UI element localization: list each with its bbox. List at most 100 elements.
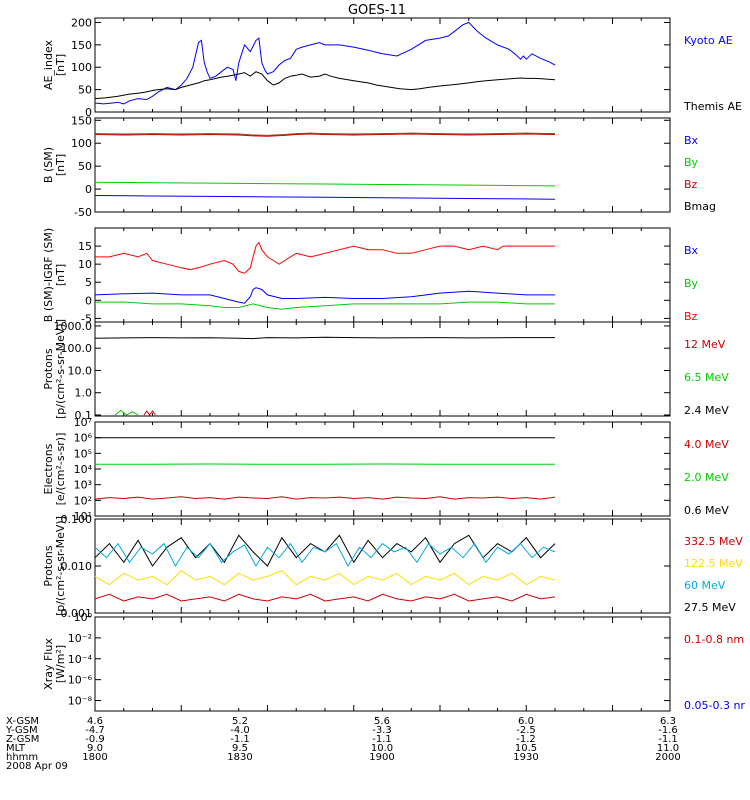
y-axis-label: [nT] bbox=[54, 264, 67, 286]
y-tick-label: 150 bbox=[71, 39, 92, 52]
orbit-value: 10.0 bbox=[371, 743, 393, 754]
legend-entry: Bx bbox=[684, 134, 699, 147]
orbit-value: 6.3 bbox=[660, 716, 676, 727]
y-tick-label: 0 bbox=[85, 294, 92, 307]
series-bx bbox=[95, 195, 556, 200]
y-axis-label: [e/(cm²-s-sr)] bbox=[54, 433, 67, 506]
y-tick-label: 200 bbox=[71, 16, 92, 29]
orbit-value: -1.1 bbox=[372, 734, 392, 745]
y-tick-label: 10⁷ bbox=[74, 416, 92, 429]
orbit-value: -2.5 bbox=[516, 725, 536, 736]
y-tick-label: 50 bbox=[78, 84, 92, 97]
orbit-row-label: MLT bbox=[6, 743, 26, 754]
y-tick-label: 10⁻⁴ bbox=[68, 653, 93, 666]
legend-entry: 0.6 MeV bbox=[684, 504, 729, 517]
orbit-value: -1.1 bbox=[230, 734, 250, 745]
orbit-table: X-GSM 4.6 5.2 5.6 6.0 6.3 Y-GSM -4.7 -4.0 -3.3 -2.… bbox=[5, 716, 681, 772]
plot-title: GOES-11 bbox=[348, 3, 406, 18]
y-tick-label: 1000.0 bbox=[54, 320, 93, 333]
legend-entry: By bbox=[684, 156, 699, 169]
orbit-value: 5.6 bbox=[374, 716, 390, 727]
y-tick-label: 150 bbox=[71, 114, 92, 127]
panel-frame bbox=[94, 616, 671, 712]
y-tick-label: 10⁻⁶ bbox=[68, 674, 93, 687]
legend-entry: 6.5 MeV bbox=[684, 371, 729, 384]
y-tick-label: 10⁴ bbox=[74, 463, 93, 476]
y-tick-label: -50 bbox=[74, 206, 92, 219]
orbit-value: 1900 bbox=[369, 752, 394, 763]
y-tick-label: 0.1 bbox=[75, 409, 93, 422]
orbit-value: 1830 bbox=[227, 752, 252, 763]
series-bz bbox=[95, 241, 555, 274]
y-tick-label: -5 bbox=[81, 312, 92, 325]
orbit-value: 5.2 bbox=[232, 716, 248, 727]
orbit-value: -4.7 bbox=[85, 725, 105, 736]
y-axis-label: [p/(cm²-s-sr-MeV)] bbox=[54, 319, 67, 419]
y-tick-label: 10⁶ bbox=[74, 432, 93, 445]
legend-entry: Themis AE bbox=[683, 100, 742, 113]
panel-3: -5 0 5 10 15 B (SM)-IGRF (SM) [nT] Bx By Bz bbox=[42, 227, 699, 325]
panel-frame bbox=[94, 321, 671, 417]
series-themis-ae bbox=[95, 71, 556, 100]
series-2-4-mev bbox=[95, 336, 555, 340]
y-tick-label: 10² bbox=[74, 494, 92, 507]
series-60-mev bbox=[95, 542, 556, 568]
panel-7: 10⁻⁸ 10⁻⁶ 10⁻⁴ 10⁻² 10⁰ Xray Flux [W/m²] 0.1-0.… bbox=[42, 611, 745, 712]
series-27-5-mev bbox=[95, 593, 556, 602]
orbit-value: -1.6 bbox=[658, 725, 678, 736]
orbit-value: 6.0 bbox=[518, 716, 534, 727]
orbit-value: 1930 bbox=[513, 752, 538, 763]
y-tick-label: 10.0 bbox=[68, 364, 93, 377]
series-6-5-mev bbox=[114, 409, 139, 416]
plot-date: 2008 Apr 09 bbox=[6, 761, 68, 772]
panel-frame bbox=[94, 518, 671, 614]
y-tick-label: 10³ bbox=[74, 479, 92, 492]
series-12-mev bbox=[143, 410, 156, 416]
panel-5: 10¹ 10² 10³ 10⁴ 10⁵ 10⁶ 10⁷ Electrons [e/(cm²-s-… bbox=[42, 416, 729, 523]
legend-entry: 12 MeV bbox=[684, 338, 726, 351]
orbit-value: 9.0 bbox=[87, 743, 103, 754]
orbit-value: 4.6 bbox=[87, 716, 103, 727]
y-tick-label: 10⁻² bbox=[68, 632, 92, 645]
y-axis-label: B (SM) bbox=[42, 147, 55, 183]
legend-entry: Bx bbox=[684, 244, 699, 257]
y-axis-label: Protons bbox=[42, 545, 55, 586]
y-tick-label: 10⁰ bbox=[74, 611, 93, 624]
y-tick-label: 0.010 bbox=[61, 560, 93, 573]
orbit-row-label: Y-GSM bbox=[5, 725, 38, 736]
orbit-value: 9.5 bbox=[232, 743, 248, 754]
panel-6: 0.001 0.010 0.100 Protons [p/(cm²-s-sr-MeV)]… bbox=[42, 513, 743, 620]
y-tick-label: 1.0 bbox=[75, 387, 93, 400]
orbit-value: 10.5 bbox=[515, 743, 537, 754]
panel-2: -50 0 50 100 150 B (SM) [nT] Bx By Bz Bmag bbox=[42, 114, 716, 219]
series-by bbox=[95, 181, 556, 187]
legend-entry: 0.1-0.8 nm bbox=[684, 633, 744, 646]
y-axis-label: [nT] bbox=[54, 54, 67, 76]
panel-frame bbox=[94, 421, 671, 517]
y-axis-label: AE_index bbox=[42, 39, 55, 90]
series-122-5-mev bbox=[95, 569, 556, 586]
orbit-value: -0.9 bbox=[85, 734, 105, 745]
legend-entry: 4.0 MeV bbox=[684, 438, 729, 451]
orbit-value: -3.3 bbox=[372, 725, 392, 736]
orbit-row-label: hhmm bbox=[6, 752, 38, 763]
legend-entry: 2.0 MeV bbox=[684, 471, 729, 484]
orbit-row-label: Z-GSM bbox=[6, 734, 39, 745]
legend-entry: Bz bbox=[684, 310, 698, 323]
y-tick-label: 0.001 bbox=[61, 607, 93, 620]
y-tick-label: 10⁵ bbox=[74, 447, 92, 460]
y-tick-label: 15 bbox=[78, 240, 92, 253]
series-0-6-mev bbox=[95, 496, 556, 500]
y-axis-label: [W/m²] bbox=[54, 645, 67, 683]
legend-entry: 332.5 MeV bbox=[684, 535, 743, 548]
orbit-value: 11.0 bbox=[657, 743, 679, 754]
panel-frame bbox=[94, 17, 671, 113]
orbit-value: 1800 bbox=[82, 752, 107, 763]
series-bx bbox=[95, 287, 555, 304]
y-axis-label: Xray Flux bbox=[42, 638, 55, 690]
y-axis-label: Electrons bbox=[42, 443, 55, 494]
legend-entry: 60 MeV bbox=[684, 579, 726, 592]
series-bmag bbox=[95, 132, 556, 136]
series-by bbox=[95, 301, 555, 310]
y-axis-label: [p/(cm²-s-sr-MeV)] bbox=[54, 516, 67, 616]
